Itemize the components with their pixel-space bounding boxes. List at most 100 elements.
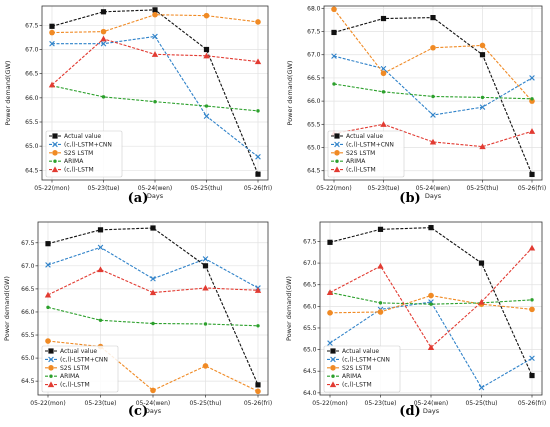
data-point: [150, 275, 156, 282]
y-tick-label: 66.5: [21, 286, 35, 293]
series-actual: [327, 225, 535, 379]
y-tick-label: 65.0: [21, 355, 35, 362]
legend-box: [41, 345, 119, 393]
x-tick-label: 05-22(mon): [34, 185, 69, 192]
y-tick-label: 67.0: [21, 263, 35, 270]
y-tick-label: 67.0: [25, 47, 39, 54]
legend-entry: S2S LSTM: [346, 150, 375, 157]
legend-entry: Actual value: [346, 133, 383, 140]
x-axis-label: Days: [147, 192, 164, 200]
data-point: [256, 109, 260, 113]
data-point: [428, 225, 434, 231]
legend-marker: [48, 348, 54, 354]
data-point: [428, 292, 434, 299]
data-point: [431, 94, 435, 99]
chart-panel-3: 64.5 65.0 65.5 66.0 66.5 67.0 67.5 05-22(mon) 05…: [3, 221, 272, 419]
legend-entry: (c,l)-LSTM: [346, 167, 376, 174]
x-tick-label: 05-23(tue): [365, 400, 397, 407]
data-point: [255, 171, 261, 177]
data-point: [380, 121, 387, 127]
data-point: [430, 44, 436, 51]
data-point: [528, 128, 536, 134]
legend-marker: [47, 381, 55, 388]
y-tick-label: 67.5: [307, 29, 321, 36]
data-point: [100, 40, 107, 47]
y-tick-label: 67.5: [21, 240, 35, 247]
chart-panel-2: 64.5 65.0 65.5 66.0 66.5 67.0 67.5 68.0 05-22(mo…: [286, 5, 546, 206]
data-point: [255, 388, 261, 395]
data-point: [255, 154, 261, 160]
legend-entry: Actual value: [64, 133, 101, 140]
data-point: [480, 95, 485, 100]
y-tick-label: 65.0: [303, 347, 317, 354]
data-point: [327, 239, 333, 245]
data-point: [430, 15, 436, 21]
y-tick-label: 64.5: [25, 167, 39, 174]
y-tick-label: 66.0: [307, 98, 321, 105]
data-point: [100, 35, 107, 42]
y-axis-label: Power demand(GW): [3, 276, 11, 341]
data-point: [97, 227, 104, 233]
y-tick-label: 67.5: [303, 238, 317, 245]
panel-label: (a): [128, 191, 149, 206]
data-point: [478, 384, 485, 391]
data-point: [380, 15, 387, 22]
legend-entry: S2S LSTM: [60, 365, 89, 372]
legend-box: [323, 345, 401, 393]
data-point: [331, 6, 337, 13]
legend-entry: (c,l)-LSTM+CNN: [342, 356, 390, 363]
data-point: [97, 266, 104, 273]
legend-entry: Actual value: [60, 348, 97, 355]
y-tick-label: 65.0: [25, 143, 39, 150]
x-tick-label: 05-25(thu): [189, 400, 221, 407]
data-point: [429, 302, 433, 306]
y-tick-label: 67.0: [307, 52, 321, 59]
y-tick-label: 66.5: [307, 75, 321, 82]
x-tick-label: 05-24(wen): [138, 185, 173, 192]
y-tick-label: 64.0: [303, 390, 317, 397]
legend-marker: [52, 141, 58, 148]
data-point: [530, 97, 534, 101]
y-tick-label: 64.5: [307, 168, 321, 175]
data-point: [49, 40, 55, 47]
data-point: [149, 289, 157, 296]
data-point: [381, 90, 386, 94]
data-point: [377, 309, 384, 315]
data-point: [478, 298, 485, 305]
data-point: [529, 372, 535, 379]
series-arima: [46, 305, 260, 328]
x-tick-label: 05-23(tue): [88, 185, 120, 192]
x-tick-label: 05-22(mon): [312, 400, 347, 407]
legend-entry: (c,l)-LSTM+CNN: [60, 356, 108, 363]
data-point: [202, 284, 209, 291]
legend-marker: [334, 133, 340, 139]
panel-label: (c): [128, 404, 148, 419]
legend-entry: ARIMA: [342, 373, 362, 380]
series-line: [333, 123, 533, 148]
data-point: [45, 338, 51, 344]
data-point: [203, 12, 210, 19]
x-tick-label: 05-26(fri): [244, 185, 272, 192]
data-point: [100, 28, 107, 35]
series-actual: [49, 7, 261, 177]
data-point: [202, 363, 209, 369]
data-point: [255, 382, 261, 388]
data-point: [46, 305, 50, 310]
y-tick-label: 66.0: [21, 309, 35, 316]
data-point: [429, 138, 437, 145]
data-point: [97, 244, 104, 251]
data-point: [151, 51, 159, 57]
data-point: [101, 95, 106, 99]
legend-marker: [51, 166, 59, 173]
series-s2s: [49, 11, 261, 36]
data-point: [49, 23, 55, 29]
x-tick-label: 05-25(thu): [465, 400, 497, 407]
data-point: [378, 301, 383, 305]
legend-marker: [334, 150, 340, 156]
panel-label: (b): [399, 191, 420, 206]
data-point: [377, 262, 384, 269]
x-tick-label: 05-22(mon): [316, 185, 351, 192]
x-tick-label: 05-24(wen): [136, 400, 171, 407]
series-line: [47, 246, 259, 289]
